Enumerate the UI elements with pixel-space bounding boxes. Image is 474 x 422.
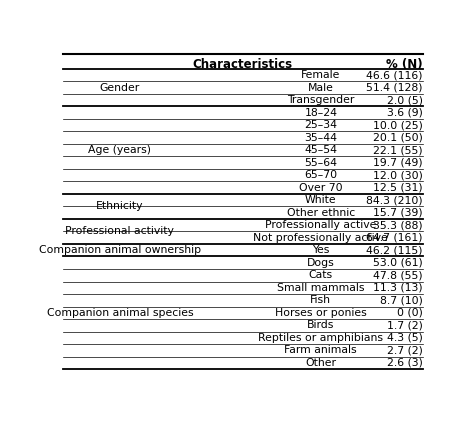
Text: 2.7 (2): 2.7 (2) (387, 345, 423, 355)
Text: 2.0 (5): 2.0 (5) (387, 95, 423, 105)
Text: 51.4 (128): 51.4 (128) (366, 83, 423, 92)
Text: 0 (0): 0 (0) (397, 308, 423, 318)
Text: White: White (305, 195, 337, 205)
Text: Ethnicity: Ethnicity (96, 201, 144, 211)
Text: Professionally active: Professionally active (265, 220, 376, 230)
Text: Fish: Fish (310, 295, 331, 305)
Text: 8.7 (10): 8.7 (10) (380, 295, 423, 305)
Text: 19.7 (49): 19.7 (49) (374, 158, 423, 168)
Text: 35–44: 35–44 (304, 133, 337, 143)
Text: % (N): % (N) (386, 58, 423, 71)
Text: 12.0 (30): 12.0 (30) (373, 170, 423, 180)
Text: Gender: Gender (100, 83, 140, 92)
Text: 1.7 (2): 1.7 (2) (387, 320, 423, 330)
Text: Not professionally active: Not professionally active (254, 233, 388, 243)
Text: Dogs: Dogs (307, 258, 335, 268)
Text: Farm animals: Farm animals (284, 345, 357, 355)
Text: 53.0 (61): 53.0 (61) (373, 258, 423, 268)
Text: 46.2 (115): 46.2 (115) (366, 245, 423, 255)
Text: 47.8 (55): 47.8 (55) (374, 270, 423, 280)
Text: Male: Male (308, 83, 334, 92)
Text: 11.3 (13): 11.3 (13) (374, 283, 423, 293)
Text: Reptiles or amphibians: Reptiles or amphibians (258, 333, 383, 343)
Text: Transgender: Transgender (287, 95, 355, 105)
Text: Cats: Cats (309, 270, 333, 280)
Text: 55–64: 55–64 (304, 158, 337, 168)
Text: Birds: Birds (307, 320, 335, 330)
Text: Characteristics: Characteristics (193, 58, 293, 71)
Text: 15.7 (39): 15.7 (39) (374, 208, 423, 218)
Text: Horses or ponies: Horses or ponies (275, 308, 367, 318)
Text: 22.1 (55): 22.1 (55) (374, 145, 423, 155)
Text: 12.5 (31): 12.5 (31) (374, 183, 423, 193)
Text: Small mammals: Small mammals (277, 283, 365, 293)
Text: 84.3 (210): 84.3 (210) (366, 195, 423, 205)
Text: Yes: Yes (312, 245, 329, 255)
Text: 46.6 (116): 46.6 (116) (366, 70, 423, 80)
Text: 25–34: 25–34 (304, 120, 337, 130)
Text: Female: Female (301, 70, 340, 80)
Text: 10.0 (25): 10.0 (25) (373, 120, 423, 130)
Text: 18–24: 18–24 (304, 108, 337, 118)
Text: Companion animal ownership: Companion animal ownership (39, 245, 201, 255)
Text: 20.1 (50): 20.1 (50) (373, 133, 423, 143)
Text: 35.3 (88): 35.3 (88) (374, 220, 423, 230)
Text: Over 70: Over 70 (299, 183, 343, 193)
Text: Professional activity: Professional activity (65, 227, 174, 236)
Text: 64.7 (161): 64.7 (161) (366, 233, 423, 243)
Text: 2.6 (3): 2.6 (3) (387, 358, 423, 368)
Text: 65–70: 65–70 (304, 170, 337, 180)
Text: Other: Other (305, 358, 337, 368)
Text: 3.6 (9): 3.6 (9) (387, 108, 423, 118)
Text: Other ethnic: Other ethnic (287, 208, 355, 218)
Text: Companion animal species: Companion animal species (46, 308, 193, 318)
Text: 4.3 (5): 4.3 (5) (387, 333, 423, 343)
Text: Age (years): Age (years) (88, 145, 151, 155)
Text: 45–54: 45–54 (304, 145, 337, 155)
